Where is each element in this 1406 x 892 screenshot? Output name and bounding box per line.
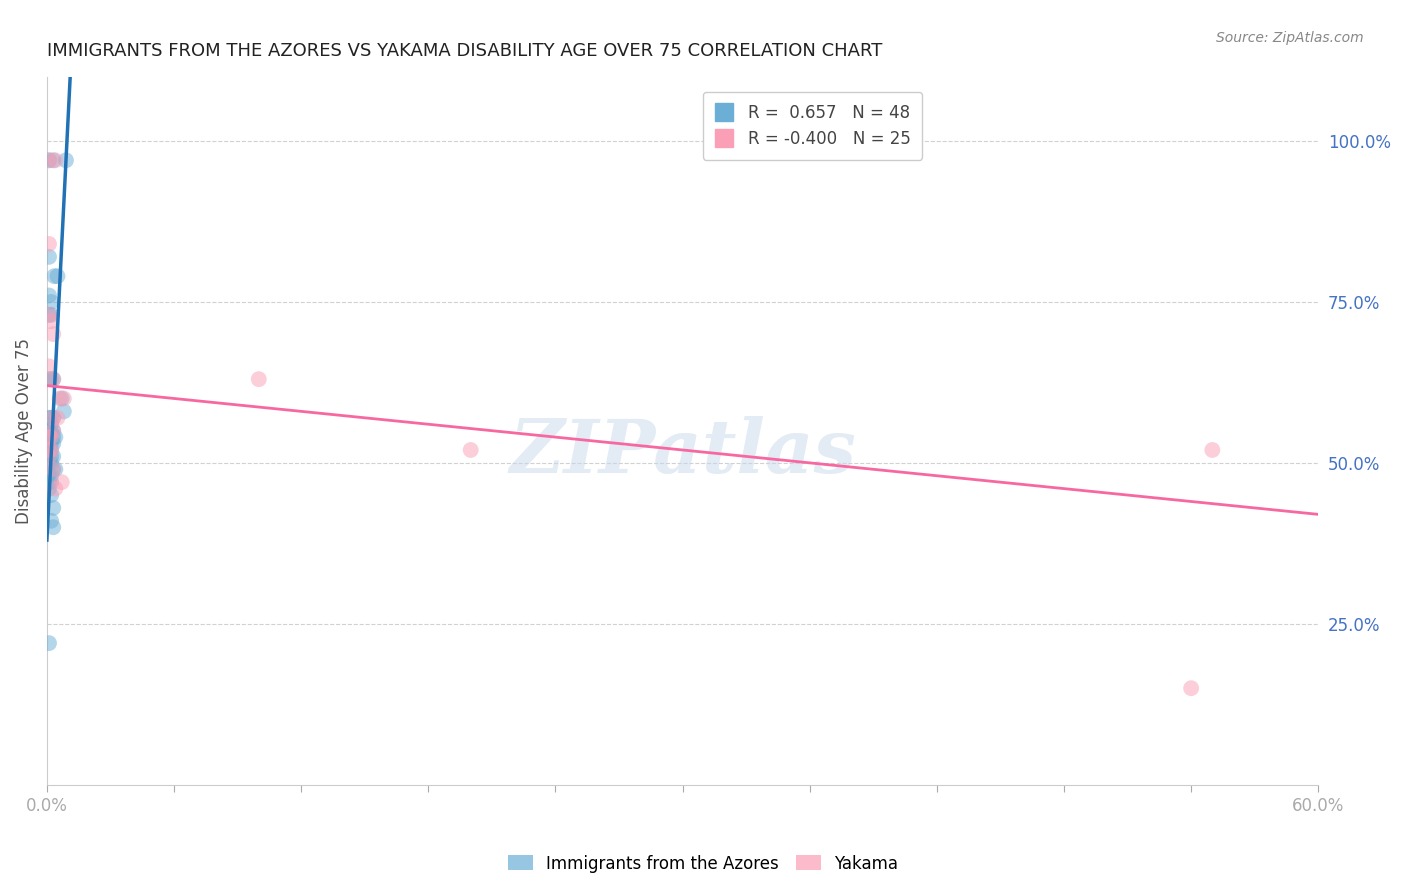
Point <box>38 442 60 457</box>
Point <box>39 514 62 528</box>
Point <box>247 372 270 386</box>
Point <box>44 462 66 476</box>
Point <box>46 410 69 425</box>
Text: ZIPatlas: ZIPatlas <box>509 416 856 488</box>
Point <box>39 442 62 457</box>
Point <box>39 442 62 457</box>
Point <box>38 359 60 374</box>
Point <box>39 294 62 309</box>
Point <box>39 436 62 450</box>
Point <box>1201 442 1223 457</box>
Point <box>38 450 60 464</box>
Point <box>42 410 65 425</box>
Point <box>38 250 60 264</box>
Point <box>39 488 62 502</box>
Point <box>39 456 62 470</box>
Legend: R =  0.657   N = 48, R = -0.400   N = 25: R = 0.657 N = 48, R = -0.400 N = 25 <box>703 92 922 160</box>
Point <box>38 372 60 386</box>
Point <box>42 430 65 444</box>
Point <box>38 308 60 322</box>
Point <box>38 237 60 252</box>
Point <box>38 436 60 450</box>
Point <box>51 475 73 490</box>
Point <box>38 450 60 464</box>
Point <box>39 475 62 490</box>
Point <box>38 456 60 470</box>
Point <box>39 410 62 425</box>
Point <box>42 372 65 386</box>
Point <box>38 410 60 425</box>
Point <box>44 430 66 444</box>
Point <box>38 424 60 438</box>
Point <box>38 288 60 302</box>
Point <box>42 500 65 515</box>
Point <box>38 153 60 168</box>
Point <box>42 462 65 476</box>
Point <box>1180 681 1202 696</box>
Point <box>42 424 65 438</box>
Point <box>39 424 62 438</box>
Point <box>38 442 60 457</box>
Point <box>38 430 60 444</box>
Point <box>39 308 62 322</box>
Point <box>38 468 60 483</box>
Point <box>38 475 60 490</box>
Text: IMMIGRANTS FROM THE AZORES VS YAKAMA DISABILITY AGE OVER 75 CORRELATION CHART: IMMIGRANTS FROM THE AZORES VS YAKAMA DIS… <box>46 42 882 60</box>
Point <box>42 372 65 386</box>
Point <box>46 269 69 284</box>
Point <box>39 430 62 444</box>
Point <box>38 153 60 168</box>
Point <box>42 462 65 476</box>
Point <box>38 430 60 444</box>
Point <box>42 436 65 450</box>
Point <box>460 442 482 457</box>
Point <box>51 392 73 406</box>
Point <box>38 636 60 650</box>
Point <box>39 314 62 328</box>
Point <box>48 392 70 406</box>
Point <box>42 153 65 168</box>
Point <box>42 450 65 464</box>
Point <box>38 308 60 322</box>
Point <box>55 153 77 168</box>
Text: Source: ZipAtlas.com: Source: ZipAtlas.com <box>1216 31 1364 45</box>
Y-axis label: Disability Age Over 75: Disability Age Over 75 <box>15 338 32 524</box>
Legend: Immigrants from the Azores, Yakama: Immigrants from the Azores, Yakama <box>502 848 904 880</box>
Point <box>42 410 65 425</box>
Point <box>39 417 62 432</box>
Point <box>42 327 65 342</box>
Point <box>42 424 65 438</box>
Point <box>39 430 62 444</box>
Point <box>38 417 60 432</box>
Point <box>52 392 75 406</box>
Point <box>39 468 62 483</box>
Point <box>42 520 65 534</box>
Point <box>44 153 66 168</box>
Point <box>44 482 66 496</box>
Point <box>39 372 62 386</box>
Point <box>39 450 62 464</box>
Point <box>38 482 60 496</box>
Point <box>44 269 66 284</box>
Point <box>52 404 75 418</box>
